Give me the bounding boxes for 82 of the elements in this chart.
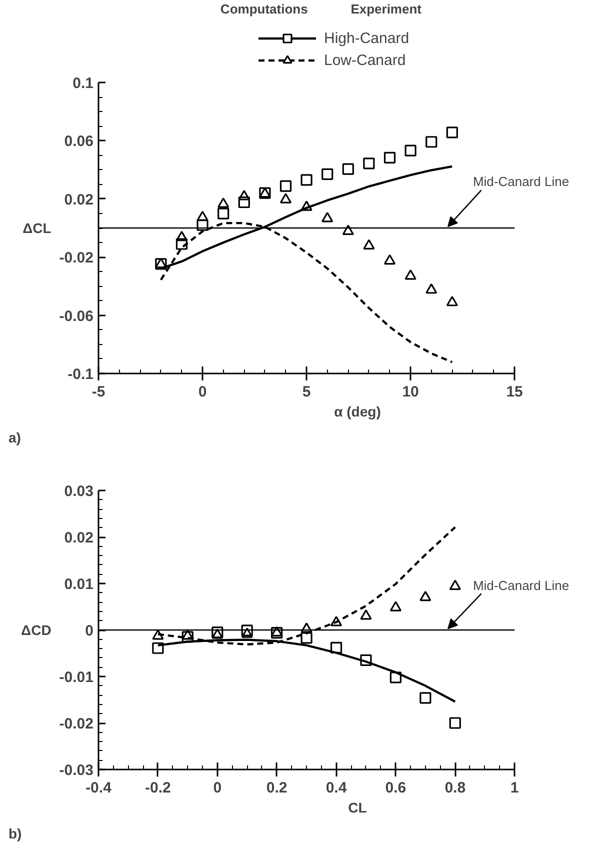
point <box>426 283 438 294</box>
text: b) <box>8 826 22 842</box>
x-tick-label: 0.4 <box>326 780 348 796</box>
x-tick-label: 0.6 <box>385 780 406 796</box>
point <box>182 629 194 640</box>
point <box>404 269 416 280</box>
x-axis-title: α (deg) <box>334 404 381 420</box>
point <box>238 190 250 200</box>
x-tick-label: 0 <box>213 780 222 796</box>
point <box>360 609 372 620</box>
x-tick-label: 10 <box>402 384 419 400</box>
point <box>241 624 253 636</box>
point <box>176 230 188 242</box>
point <box>384 152 396 164</box>
point <box>280 193 292 204</box>
y-tick-label: 0.1 <box>72 75 94 92</box>
x-tick-label: 15 <box>506 384 523 400</box>
point <box>241 628 253 638</box>
y-tick-label: 0.02 <box>64 530 94 546</box>
point <box>196 219 208 231</box>
x-tick-label: -5 <box>92 384 106 400</box>
point <box>330 642 342 654</box>
point <box>363 158 375 170</box>
legend-label: High-Canard <box>324 28 410 48</box>
text: Experiment <box>350 2 422 16</box>
x-tick-label: 1 <box>510 780 519 796</box>
point <box>300 622 312 633</box>
point <box>218 208 230 220</box>
y-tick-label: -0.06 <box>59 308 94 325</box>
x-tick-label: -0.4 <box>86 780 112 796</box>
point <box>449 717 461 729</box>
x-tick-label: 0.8 <box>444 780 466 796</box>
point <box>300 174 312 186</box>
y-axis-title: ΔCL <box>22 220 52 236</box>
point <box>363 239 375 250</box>
y-tick-label: -0.03 <box>59 762 94 779</box>
point <box>360 654 372 666</box>
y-tick-label: 0.02 <box>64 191 94 208</box>
y-axis-title: ΔCD <box>21 622 52 638</box>
y-tick-label: 0.01 <box>64 576 94 593</box>
point <box>390 601 402 612</box>
point <box>152 629 164 640</box>
y-tick-label: -0.01 <box>59 669 94 686</box>
point <box>342 163 354 175</box>
point <box>196 210 208 222</box>
y-tick-label: 0 <box>85 622 94 640</box>
y-tick-label: -0.02 <box>59 250 94 267</box>
y-tick-label: -0.1 <box>68 366 94 383</box>
point <box>218 198 230 208</box>
point <box>420 590 432 602</box>
point <box>446 126 458 138</box>
x-tick-label: 0.2 <box>266 780 288 796</box>
x-axis-title: CL <box>348 800 368 816</box>
point <box>420 692 432 704</box>
point <box>300 632 312 644</box>
text: Computations <box>220 2 308 16</box>
y-tick-label: -0.02 <box>59 716 94 732</box>
point <box>330 616 342 626</box>
x-tick-label: 0 <box>198 384 207 400</box>
ref-line-label: Mid-Canard Line <box>472 578 570 593</box>
y-tick-label: 0.03 <box>64 483 94 500</box>
point <box>176 238 188 250</box>
y-tick-label: 0.06 <box>64 133 94 150</box>
point <box>446 296 458 306</box>
point <box>238 196 250 208</box>
legend-label: Low-Canard <box>324 50 406 70</box>
point <box>271 626 283 639</box>
point <box>384 254 396 265</box>
point <box>404 144 416 156</box>
point <box>426 136 438 148</box>
point <box>152 642 164 654</box>
point <box>322 168 334 180</box>
ref-line-label: Mid-Canard Line <box>472 174 570 189</box>
point <box>322 212 334 222</box>
x-tick-label: -0.2 <box>145 780 171 796</box>
point <box>449 580 461 590</box>
point <box>280 180 292 192</box>
x-tick-label: 5 <box>302 384 311 400</box>
point <box>300 200 312 211</box>
text: a) <box>8 430 21 446</box>
point <box>342 224 354 236</box>
point <box>390 672 402 684</box>
